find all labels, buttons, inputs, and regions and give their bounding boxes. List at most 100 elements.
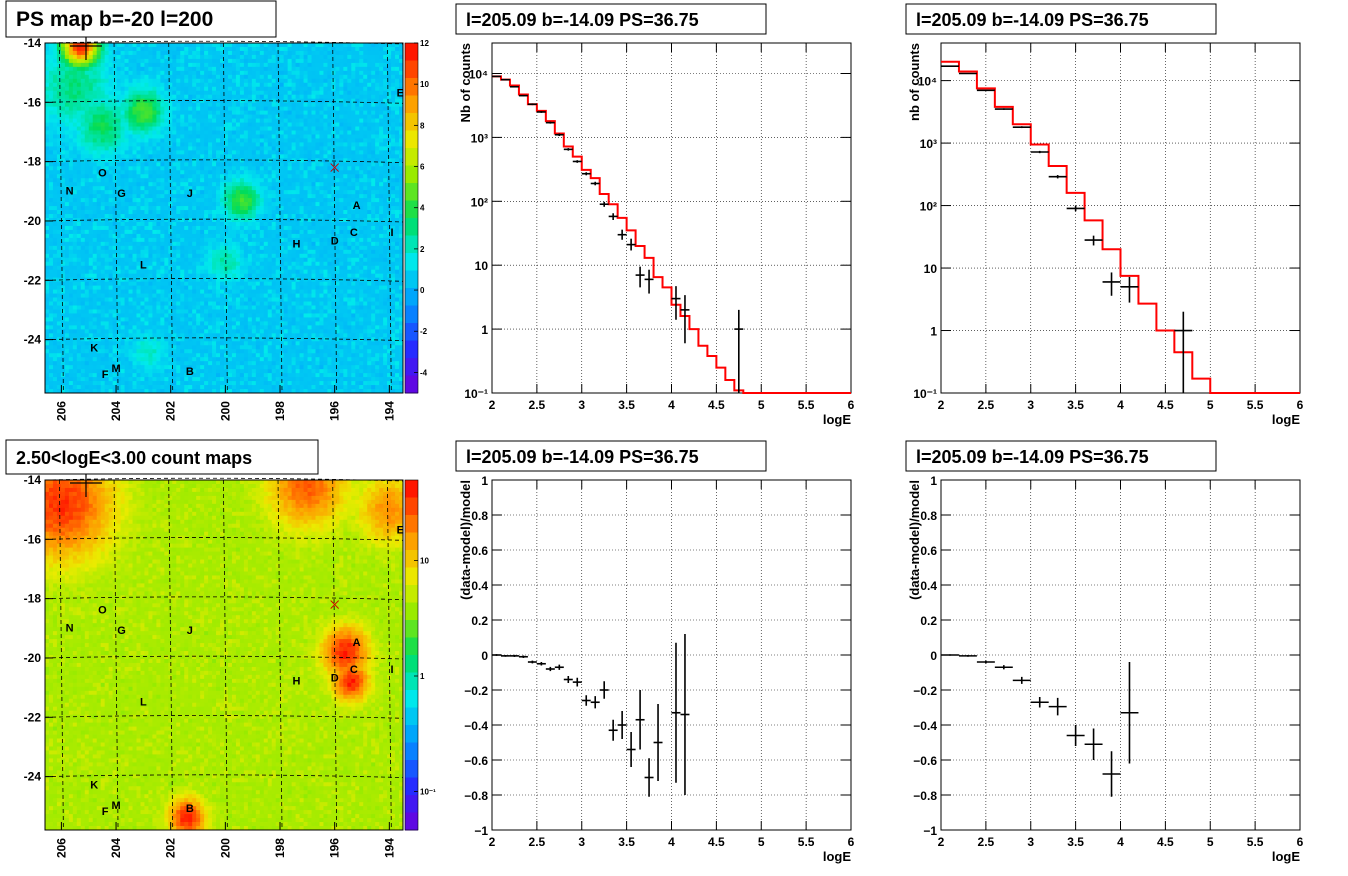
map-pixel: [303, 249, 308, 255]
map-pixel: [124, 70, 129, 76]
map-pixel: [359, 54, 364, 60]
map-pixel: [267, 182, 273, 187]
map-pixel: [319, 102, 324, 108]
map-pixel: [92, 221, 98, 227]
map-pixel: [144, 74, 149, 80]
map-pixel: [48, 146, 54, 151]
map-pixel: [196, 118, 201, 123]
map-pixel: [176, 190, 181, 195]
map-pixel: [303, 134, 308, 139]
map-pixel: [100, 198, 106, 203]
map-pixel: [227, 249, 233, 255]
map-pixel: [235, 98, 241, 104]
map-pixel: [327, 245, 332, 251]
map-pixel: [188, 94, 193, 100]
map-pixel: [48, 66, 54, 72]
map-pixel: [168, 126, 173, 131]
map-pixel: [227, 126, 233, 131]
map-pixel: [220, 146, 225, 151]
map-pixel: [112, 162, 117, 167]
map-pixel: [239, 210, 245, 215]
map-pixel: [208, 134, 213, 139]
map-pixel: [307, 130, 312, 135]
map-pixel: [359, 221, 364, 227]
map-pixel: [120, 214, 125, 219]
map-pixel: [116, 114, 121, 119]
map-pixel: [208, 206, 213, 211]
map-pixel: [347, 174, 352, 179]
map-pixel: [84, 170, 90, 175]
map-pixel: [108, 74, 114, 80]
map-pixel: [259, 54, 265, 60]
map-pixel: [216, 54, 221, 60]
map-pixel: [80, 206, 86, 211]
map-pixel: [275, 245, 281, 251]
map-pixel: [88, 249, 94, 255]
map-pixel: [68, 249, 74, 255]
map-pixel: [287, 98, 293, 104]
map-pixel: [247, 194, 253, 199]
map-pixel: [160, 130, 165, 135]
map-pixel: [243, 122, 249, 127]
map-pixel: [395, 138, 400, 143]
map-pixel: [263, 130, 269, 135]
map-pixel: [391, 190, 396, 195]
map-pixel: [395, 134, 400, 139]
map-pixel: [224, 174, 229, 179]
map-pixel: [243, 146, 249, 151]
map-pixel: [140, 229, 145, 235]
map-pixel: [259, 110, 265, 115]
map-pixel: [132, 249, 137, 255]
map-pixel: [307, 46, 312, 52]
map-pixel: [220, 154, 225, 159]
map-pixel: [116, 206, 121, 211]
map-pixel: [255, 162, 261, 167]
map-pixel: [88, 130, 94, 135]
map-pixel: [299, 210, 304, 215]
map-pixel: [259, 114, 265, 119]
map-pixel: [347, 237, 352, 243]
map-pixel: [48, 241, 54, 247]
map-pixel: [216, 245, 221, 251]
map-pixel: [160, 210, 165, 215]
map-pixel: [56, 74, 62, 80]
map-pixel: [168, 158, 173, 163]
map-pixel: [100, 118, 106, 123]
map-pixel: [84, 186, 90, 191]
map-pixel: [128, 130, 133, 135]
map-pixel: [108, 146, 114, 151]
map-pixel: [200, 214, 205, 219]
map-pixel: [267, 257, 273, 263]
map-pixel: [220, 162, 225, 167]
map-pixel: [347, 202, 352, 207]
map-pixel: [243, 54, 249, 60]
map-pixel: [100, 130, 106, 135]
map-pixel: [295, 134, 300, 139]
map-pixel: [295, 74, 300, 80]
map-pixel: [303, 210, 308, 215]
map-pixel: [60, 102, 66, 108]
map-pixel: [391, 166, 396, 171]
map-pixel: [351, 166, 356, 171]
map-pixel: [327, 82, 332, 88]
map-pixel: [45, 241, 50, 247]
map-pixel: [188, 110, 193, 115]
map-pixel: [287, 190, 293, 195]
map-pixel: [196, 106, 201, 112]
map-pixel: [152, 261, 157, 267]
map-pixel: [395, 43, 400, 48]
map-pixel: [72, 106, 78, 112]
map-pixel: [76, 66, 82, 72]
map-pixel: [275, 134, 281, 139]
map-pixel: [387, 114, 392, 119]
map-pixel: [128, 74, 133, 80]
map-pixel: [315, 114, 320, 119]
map-pixel: [104, 54, 110, 60]
map-pixel: [259, 241, 265, 247]
map-pixel: [52, 261, 58, 267]
map-pixel: [156, 178, 161, 183]
map-pixel: [224, 158, 229, 163]
map-pixel: [235, 233, 241, 239]
map-pixel: [64, 202, 70, 207]
map-pixel: [180, 50, 185, 56]
